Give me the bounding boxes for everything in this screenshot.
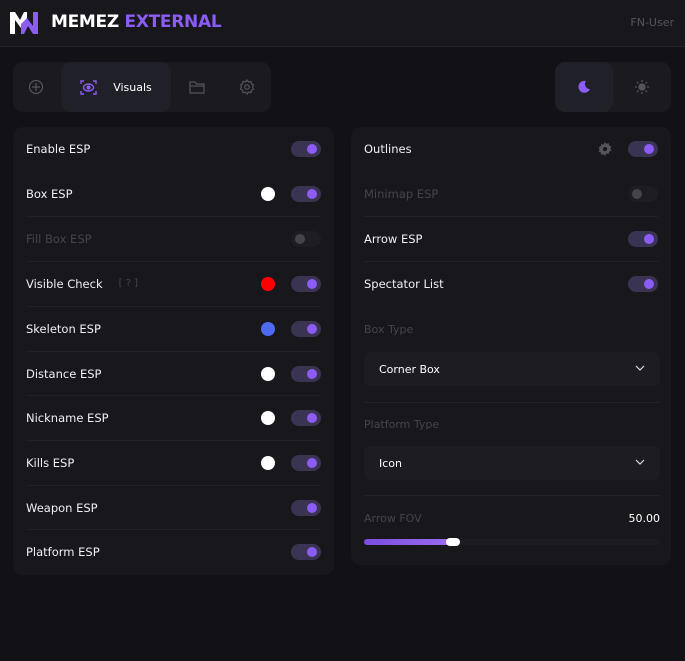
arrow-fov-value: 50.00 [628,512,661,525]
setting-label: Visible Check [26,276,103,291]
setting-row: Fill Box ESP [26,216,321,260]
setting-row: Kills ESP [26,440,321,484]
chevron-down-icon [635,459,645,465]
esp-panel: Enable ESP Box ESP Fill Box ESP Visible Che… [13,127,334,575]
tab-configs[interactable] [173,62,221,112]
toggle-switch[interactable] [628,185,658,202]
setting-label: Platform ESP [26,544,100,559]
dark-theme-button[interactable] [555,62,613,112]
color-picker-swatch[interactable] [261,410,275,425]
tab-visuals[interactable]: Visuals [61,62,171,112]
setting-label: Enable ESP [26,142,91,156]
arrow-fov-label: Arrow FOV [364,512,422,525]
setting-label: Weapon ESP [26,500,98,515]
gear-icon[interactable] [598,142,612,156]
setting-row: Minimap ESP [364,172,658,216]
toggle-switch[interactable] [291,141,321,157]
setting-label: Skeleton ESP [26,321,101,336]
setting-row: Outlines [364,127,658,171]
tab-label: Visuals [113,80,152,94]
setting-row: Platform ESP [26,529,321,573]
setting-label: Kills ESP [26,455,75,470]
divider [364,495,660,496]
color-picker-swatch[interactable] [261,321,275,336]
color-picker-swatch[interactable] [261,366,275,381]
folder-icon [189,81,205,94]
toggle-switch[interactable] [291,409,321,426]
color-picker-swatch[interactable] [261,187,275,201]
setting-row: Weapon ESP [26,485,321,529]
toggle-switch[interactable] [291,275,321,292]
help-hint[interactable]: [ ? ] [118,278,139,289]
toggle-switch[interactable] [628,141,658,157]
color-picker-swatch[interactable] [261,455,275,470]
toggle-switch[interactable] [628,230,658,247]
toggle-switch[interactable] [291,499,321,516]
toggle-switch[interactable] [291,230,321,247]
misc-panel: Box Type Corner Box Platform Type Icon A… [351,127,671,565]
platform-type-value: Icon [379,456,402,470]
toggle-switch[interactable] [291,186,321,202]
username: FN-User [630,16,674,29]
setting-row: Spectator List [364,261,658,305]
platform-type-label: Platform Type [364,418,440,431]
setting-row: Visible Check [ ? ] [26,261,321,305]
arrow-fov-slider[interactable] [364,538,660,546]
box-type-value: Corner Box [379,362,440,376]
eye-scan-icon [80,79,97,95]
platform-type-dropdown[interactable]: Icon [364,446,660,480]
setting-label: Spectator List [364,276,444,291]
crosshair-icon [28,79,44,95]
setting-label: Fill Box ESP [26,231,92,246]
light-theme-button[interactable] [613,62,671,112]
theme-switcher [555,62,671,112]
setting-row: Nickname ESP [26,395,321,439]
title-bar: MEMEZ EXTERNAL FN-User [0,0,685,47]
divider [364,402,660,403]
sun-icon [635,80,649,94]
toggle-switch[interactable] [291,543,321,560]
setting-row: Box ESP [26,172,321,216]
tab-settings[interactable] [223,62,271,112]
setting-label: Box ESP [26,187,73,201]
tab-aimbot[interactable] [13,62,59,112]
logo-icon [10,12,38,34]
moon-icon [578,80,590,93]
setting-row: Skeleton ESP [26,306,321,350]
setting-label: Outlines [364,142,412,156]
setting-label: Nickname ESP [26,410,109,425]
chevron-down-icon [635,365,645,371]
color-picker-swatch[interactable] [261,276,275,291]
toggle-switch[interactable] [291,365,321,382]
slider-fill [364,539,453,545]
toggle-switch[interactable] [291,320,321,337]
box-type-label: Box Type [364,323,414,336]
slider-thumb[interactable] [445,538,460,546]
setting-label: Arrow ESP [364,231,423,246]
toggle-switch[interactable] [291,454,321,471]
setting-label: Distance ESP [26,366,102,381]
box-type-dropdown[interactable]: Corner Box [364,352,660,386]
setting-label: Minimap ESP [364,186,439,201]
setting-row: Enable ESP [26,127,321,171]
setting-row: Arrow ESP [364,216,658,260]
toggle-switch[interactable] [628,275,658,292]
tab-bar: Visuals [13,62,271,112]
setting-row: Distance ESP [26,351,321,395]
app-title: MEMEZ EXTERNAL [51,12,222,32]
gear-icon [239,79,255,95]
